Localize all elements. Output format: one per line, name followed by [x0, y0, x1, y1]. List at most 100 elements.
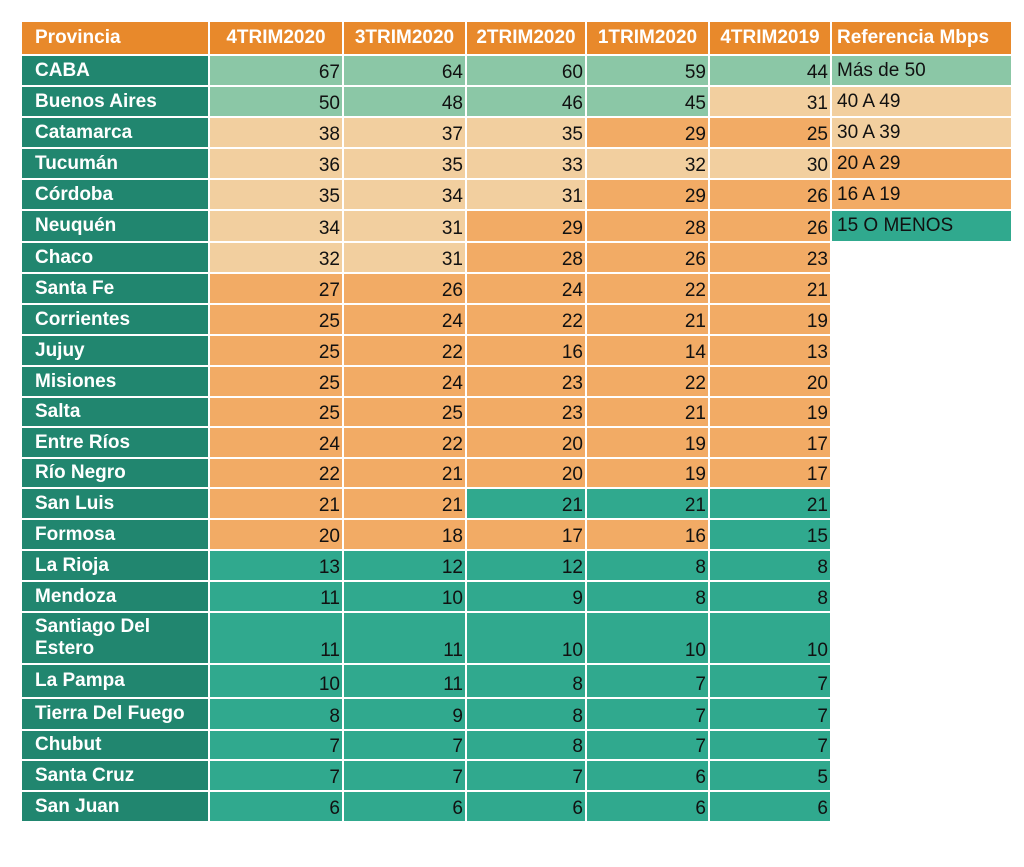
value-cell: 14	[585, 334, 710, 367]
value-cell: 10	[208, 663, 344, 699]
reference-empty	[830, 241, 1013, 274]
value-cell: 44	[708, 54, 832, 87]
value-cell: 7	[708, 729, 832, 761]
reference-empty	[830, 487, 1013, 520]
province-name: La Rioja	[20, 549, 210, 582]
value-cell: 6	[465, 790, 587, 823]
reference-empty	[830, 697, 1013, 731]
value-cell: 7	[585, 729, 710, 761]
province-name: Jujuy	[20, 334, 210, 367]
value-cell: 6	[342, 790, 467, 823]
province-name: Tucumán	[20, 147, 210, 180]
reference-empty	[830, 457, 1013, 489]
value-cell: 7	[585, 697, 710, 731]
reference-label: 16 A 19	[830, 178, 1013, 211]
table-body: CABA 67 64 60 59 44 Más de 50 Buenos Aires 50 48 4…	[20, 54, 1013, 823]
value-cell: 19	[708, 396, 832, 428]
province-name: Corrientes	[20, 303, 210, 336]
value-cell: 6	[585, 790, 710, 823]
value-cell: 21	[585, 396, 710, 428]
value-cell: 31	[342, 209, 467, 243]
value-cell: 5	[708, 759, 832, 792]
table-row: Neuquén 34 31 29 28 26 15 O MENOS	[20, 209, 1013, 243]
reference-empty	[830, 272, 1013, 305]
value-cell: 20	[208, 518, 344, 551]
province-name: Santa Cruz	[20, 759, 210, 792]
value-cell: 10	[708, 611, 832, 665]
value-cell: 60	[465, 54, 587, 87]
value-cell: 19	[708, 303, 832, 336]
table-row: Santiago Del Estero 11 11 10 10 10	[20, 611, 1013, 665]
reference-empty	[830, 611, 1013, 665]
value-cell: 8	[208, 697, 344, 731]
province-name: Santa Fe	[20, 272, 210, 305]
province-name: La Pampa	[20, 663, 210, 699]
reference-empty	[830, 334, 1013, 367]
value-cell: 46	[465, 85, 587, 118]
value-cell: 23	[708, 241, 832, 274]
value-cell: 8	[708, 549, 832, 582]
value-cell: 45	[585, 85, 710, 118]
table-row: La Pampa 10 11 8 7 7	[20, 663, 1013, 699]
reference-empty	[830, 396, 1013, 428]
value-cell: 8	[465, 729, 587, 761]
value-cell: 26	[585, 241, 710, 274]
value-cell: 29	[585, 178, 710, 211]
value-cell: 21	[708, 272, 832, 305]
value-cell: 37	[342, 116, 467, 149]
value-cell: 34	[342, 178, 467, 211]
reference-empty	[830, 303, 1013, 336]
value-cell: 23	[465, 396, 587, 428]
value-cell: 21	[208, 487, 344, 520]
value-cell: 7	[708, 663, 832, 699]
value-cell: 7	[585, 663, 710, 699]
reference-empty	[830, 580, 1013, 613]
province-name: San Juan	[20, 790, 210, 823]
value-cell: 38	[208, 116, 344, 149]
value-cell: 25	[208, 303, 344, 336]
table-row: Formosa 20 18 17 16 15	[20, 518, 1013, 551]
value-cell: 6	[708, 790, 832, 823]
value-cell: 8	[708, 580, 832, 613]
value-cell: 17	[708, 457, 832, 489]
table-row: Catamarca 38 37 35 29 25 30 A 39	[20, 116, 1013, 149]
value-cell: 10	[585, 611, 710, 665]
value-cell: 24	[342, 303, 467, 336]
value-cell: 25	[708, 116, 832, 149]
value-cell: 35	[342, 147, 467, 180]
province-name: Tierra Del Fuego	[20, 697, 210, 731]
value-cell: 28	[585, 209, 710, 243]
value-cell: 19	[585, 426, 710, 459]
table-row: Santa Cruz 7 7 7 6 5	[20, 759, 1013, 792]
province-name: Neuquén	[20, 209, 210, 243]
reference-label: Más de 50	[830, 54, 1013, 87]
value-cell: 30	[708, 147, 832, 180]
value-cell: 33	[465, 147, 587, 180]
province-name: Chaco	[20, 241, 210, 274]
table-row: Chubut 7 7 8 7 7	[20, 729, 1013, 761]
value-cell: 21	[585, 487, 710, 520]
value-cell: 21	[342, 457, 467, 489]
table-row: Mendoza 11 10 9 8 8	[20, 580, 1013, 613]
table-row: Río Negro 22 21 20 19 17	[20, 457, 1013, 489]
table-row: Chaco 32 31 28 26 23	[20, 241, 1013, 274]
value-cell: 27	[208, 272, 344, 305]
header-4trim2019: 4TRIM2019	[708, 20, 832, 56]
province-name: Mendoza	[20, 580, 210, 613]
value-cell: 8	[585, 549, 710, 582]
table-row: CABA 67 64 60 59 44 Más de 50	[20, 54, 1013, 87]
table-row: Buenos Aires 50 48 46 45 31 40 A 49	[20, 85, 1013, 118]
value-cell: 9	[342, 697, 467, 731]
reference-empty	[830, 426, 1013, 459]
province-name: Salta	[20, 396, 210, 428]
header-2trim2020: 2TRIM2020	[465, 20, 587, 56]
value-cell: 20	[465, 426, 587, 459]
value-cell: 22	[208, 457, 344, 489]
value-cell: 17	[465, 518, 587, 551]
value-cell: 35	[208, 178, 344, 211]
value-cell: 35	[465, 116, 587, 149]
header-1trim2020: 1TRIM2020	[585, 20, 710, 56]
value-cell: 6	[585, 759, 710, 792]
reference-empty	[830, 365, 1013, 398]
header-row: Provincia 4TRIM2020 3TRIM2020 2TRIM2020 …	[20, 20, 1013, 56]
